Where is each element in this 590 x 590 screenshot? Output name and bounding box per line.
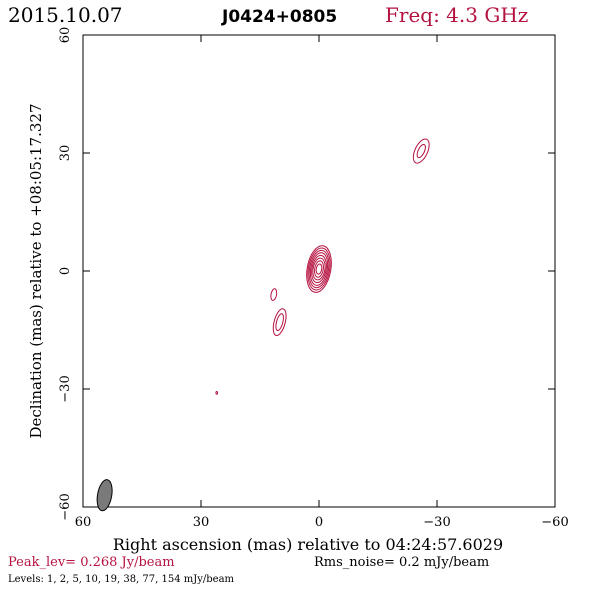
epoch-date: 2015.10.07: [8, 3, 123, 27]
y-tick-label: 0: [58, 267, 73, 275]
y-tick-labels: −60 −30 0 30 60: [58, 27, 73, 521]
contour-jet-a: [272, 308, 287, 337]
y-axis-label: Declination (mas) relative to +08:05:17.…: [27, 103, 45, 438]
contour-jet-c: [412, 138, 430, 164]
contour-jet-d: [215, 391, 219, 395]
contour-core: [308, 249, 330, 289]
rms-noise: Rms_noise= 0.2 mJy/beam: [314, 555, 489, 570]
y-tick-label: 60: [58, 27, 73, 44]
contour-levels: Levels: 1, 2, 5, 10, 19, 38, 77, 154 mJy…: [8, 574, 235, 585]
contour-core: [306, 245, 332, 293]
frequency-label: Freq: 4.3 GHz: [385, 3, 528, 27]
beam-ellipse: [96, 479, 113, 512]
x-axis-label: Right ascension (mas) relative to 04:24:…: [113, 535, 503, 554]
x-tick-label: −30: [423, 515, 450, 530]
contour-core: [309, 252, 329, 286]
contour-jet-b: [270, 288, 278, 301]
x-tick-labels: 60 30 0 −30 −60: [75, 515, 569, 530]
y-tick-label: −30: [58, 375, 73, 402]
source-name: J0424+0805: [221, 7, 337, 27]
contour-core: [315, 263, 323, 275]
contour-jet-c: [416, 143, 426, 159]
contour-jet-a: [275, 313, 284, 332]
peak-level: Peak_lev= 0.268 Jy/beam: [8, 555, 175, 570]
contour-core: [312, 257, 326, 281]
axis-ticks: [82, 34, 556, 508]
y-tick-label: −60: [58, 493, 73, 520]
plot-frame: [82, 34, 556, 508]
contour-map: [215, 138, 430, 395]
y-tick-label: 30: [58, 145, 73, 162]
x-tick-label: 30: [193, 515, 210, 530]
restoring-beam: [96, 479, 113, 512]
x-tick-label: 0: [315, 515, 323, 530]
contour-core: [311, 254, 327, 284]
x-tick-label: −60: [541, 515, 568, 530]
contour-core: [307, 247, 331, 291]
contour-core: [314, 260, 324, 278]
x-tick-label: 60: [75, 515, 92, 530]
